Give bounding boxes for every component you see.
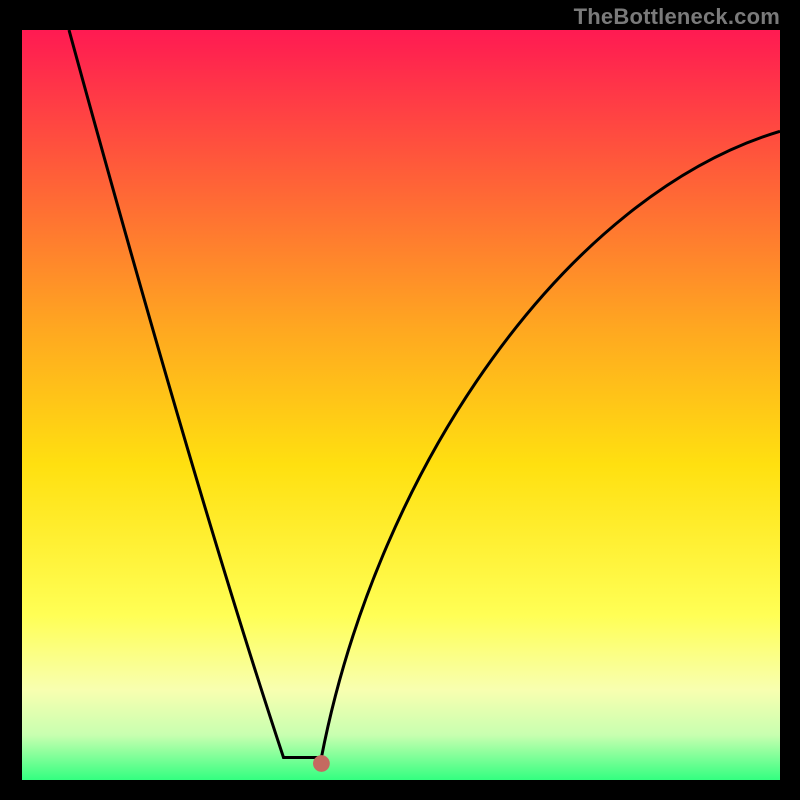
plot-frame [22, 30, 780, 780]
plot-area [22, 30, 780, 780]
chart-canvas: TheBottleneck.com [0, 0, 800, 800]
gradient-background [22, 30, 780, 780]
min-point-marker [313, 756, 329, 772]
watermark-text: TheBottleneck.com [574, 4, 780, 30]
chart-svg [22, 30, 780, 780]
